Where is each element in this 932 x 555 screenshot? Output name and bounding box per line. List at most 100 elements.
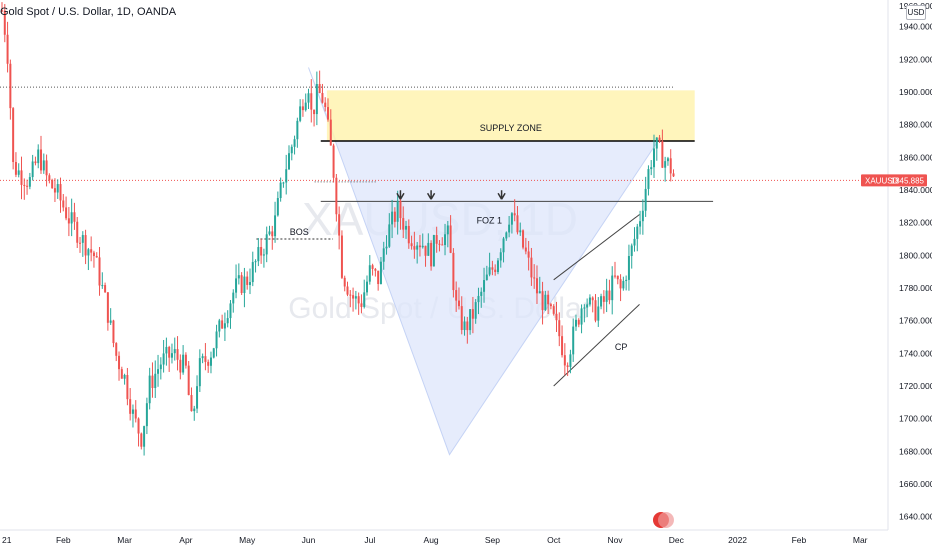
candle-down xyxy=(435,235,438,244)
candle-down xyxy=(516,215,519,233)
candle-down xyxy=(549,304,552,307)
candle-up xyxy=(650,167,653,170)
candle-up xyxy=(257,247,260,262)
y-tick-label: 1640.000 xyxy=(899,512,932,522)
candle-up xyxy=(143,426,146,447)
candle-down xyxy=(59,184,62,201)
candle-down xyxy=(541,291,544,311)
candle-down xyxy=(669,158,672,174)
candle-down xyxy=(95,256,98,258)
candle-down xyxy=(460,306,463,330)
candle-down xyxy=(67,218,70,224)
y-tick-label: 1780.000 xyxy=(899,283,932,293)
candle-up xyxy=(641,210,644,222)
candle-up xyxy=(569,354,572,367)
candle-up xyxy=(287,153,290,170)
candle-up xyxy=(388,224,391,247)
candle-down xyxy=(552,306,555,314)
candle-up xyxy=(544,294,547,311)
candle-down xyxy=(187,365,190,396)
candle-down xyxy=(402,218,405,230)
candle-down xyxy=(672,173,675,177)
candle-down xyxy=(374,268,377,271)
candle-up xyxy=(131,409,134,414)
foz-label: FOZ 1 xyxy=(477,215,503,225)
candle-down xyxy=(407,225,410,244)
candle-down xyxy=(513,213,516,216)
candle-down xyxy=(6,34,9,64)
candle-down xyxy=(126,374,129,400)
candle-down xyxy=(346,286,349,295)
candle-down xyxy=(179,359,182,373)
candle-down xyxy=(313,109,316,115)
candle-up xyxy=(101,285,104,287)
candle-down xyxy=(246,276,249,285)
candle-down xyxy=(51,180,54,189)
candle-down xyxy=(176,349,179,360)
candle-up xyxy=(538,291,541,294)
candle-up xyxy=(363,292,366,307)
candle-down xyxy=(79,242,82,244)
candle-up xyxy=(655,137,658,149)
x-tick-label: Oct xyxy=(547,535,561,545)
x-tick-label: May xyxy=(239,535,256,545)
candle-down xyxy=(48,175,51,181)
x-tick-label: Apr xyxy=(179,535,192,545)
candle-down xyxy=(9,63,12,109)
x-tick-label: Feb xyxy=(56,535,71,545)
candle-up xyxy=(109,320,112,323)
candle-up xyxy=(235,278,238,293)
candle-up xyxy=(226,318,229,324)
candle-up xyxy=(279,182,282,199)
candle-down xyxy=(343,277,346,287)
y-tick-label: 1820.000 xyxy=(899,218,932,228)
candle-down xyxy=(45,160,48,176)
candle-up xyxy=(123,374,126,379)
candle-down xyxy=(221,320,224,329)
candle-up xyxy=(653,148,656,168)
candle-up xyxy=(28,177,31,187)
price-tag-symbol: XAUUSD xyxy=(865,176,899,185)
candle-down xyxy=(26,185,29,187)
candle-down xyxy=(349,294,352,296)
arrow-down-marker xyxy=(426,190,436,200)
x-tick-label: Feb xyxy=(792,535,807,545)
candle-up xyxy=(496,260,499,273)
candle-down xyxy=(318,84,321,93)
candle-up xyxy=(666,158,669,162)
candle-down xyxy=(34,161,37,164)
candle-down xyxy=(377,270,380,285)
arrow-down-marker xyxy=(396,190,405,200)
candle-up xyxy=(296,120,299,140)
y-tick-label: 1740.000 xyxy=(899,348,932,358)
candle-up xyxy=(42,160,45,171)
candle-up xyxy=(237,275,240,279)
candle-down xyxy=(658,137,661,142)
candle-up xyxy=(37,149,40,164)
candle-up xyxy=(639,221,642,227)
candle-down xyxy=(62,200,65,208)
candle-down xyxy=(522,230,525,248)
candle-down xyxy=(561,336,564,356)
price-tag-value: 1845.885 xyxy=(891,176,925,185)
candle-up xyxy=(421,245,424,248)
candle-up xyxy=(611,275,614,301)
candle-up xyxy=(248,282,251,285)
candle-up xyxy=(304,102,307,111)
candle-up xyxy=(600,296,603,307)
candle-down xyxy=(466,321,469,331)
y-tick-label: 1680.000 xyxy=(899,446,932,456)
candle-down xyxy=(140,433,143,447)
candle-up xyxy=(382,248,385,262)
candle-up xyxy=(159,364,162,370)
supply-zone-label: SUPPLY ZONE xyxy=(480,123,542,133)
candle-down xyxy=(535,278,538,294)
currency-selector[interactable]: USD xyxy=(906,5,926,20)
candle-down xyxy=(619,279,622,289)
candle-up xyxy=(499,252,502,261)
candle-up xyxy=(446,225,449,235)
x-tick-label: 2022 xyxy=(728,535,747,545)
candle-down xyxy=(371,265,374,269)
